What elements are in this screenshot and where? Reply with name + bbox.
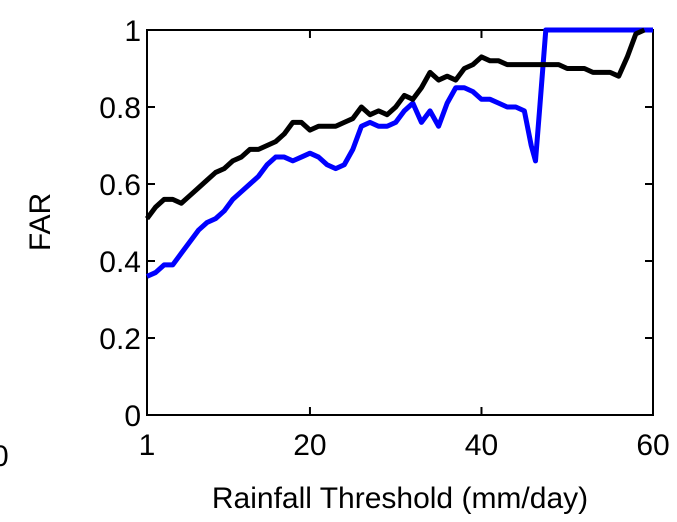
y-tick-label: 0.4	[99, 246, 141, 279]
y-tick-label: 0	[124, 400, 141, 433]
y-tick-label: 0.6	[99, 169, 141, 202]
series-line	[145, 27, 653, 279]
series-line	[144, 27, 646, 221]
x-tick-label: 60	[636, 429, 669, 462]
annotation: 0	[0, 440, 9, 473]
y-tick-label: 0.2	[99, 323, 141, 356]
x-tick-label: 20	[293, 429, 326, 462]
y-tick-label: 0.8	[99, 92, 141, 125]
y-tick-label: 1	[124, 15, 141, 48]
x-tick-label: 1	[139, 429, 156, 462]
y-axis-label: FAR	[24, 193, 57, 251]
x-axis-label: Rainfall Threshold (mm/day)	[212, 482, 588, 515]
x-tick-label: 40	[465, 429, 498, 462]
plot-frame	[146, 29, 654, 416]
